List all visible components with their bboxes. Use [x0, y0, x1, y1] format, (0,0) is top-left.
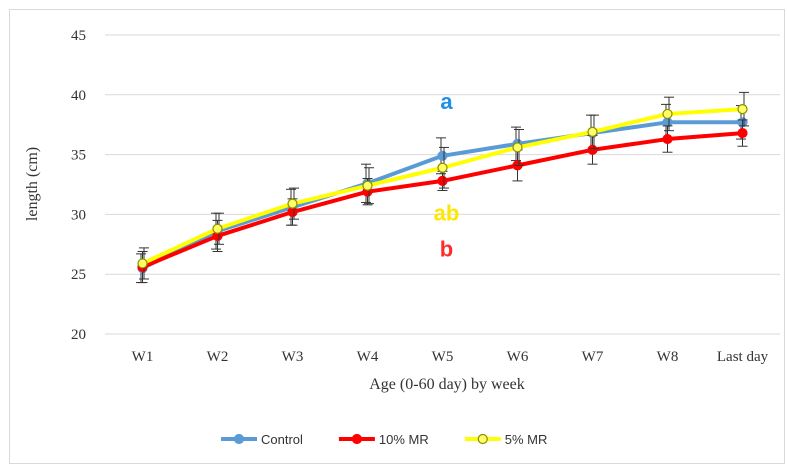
legend-item: Control — [221, 432, 303, 447]
significance-label: b — [440, 236, 453, 261]
legend-label: 5% MR — [505, 432, 548, 447]
legend-swatch-marker — [233, 433, 245, 445]
x-tick-label: Last day — [717, 349, 769, 365]
data-point — [287, 206, 298, 218]
x-tick-label: W5 — [432, 349, 454, 365]
data-point — [137, 258, 148, 269]
y-tick-label: 40 — [71, 88, 86, 104]
legend-label: Control — [261, 432, 303, 447]
x-tick-label: W8 — [657, 349, 679, 365]
significance-annotations: a ab b — [434, 89, 460, 261]
data-point — [362, 180, 373, 191]
data-point — [437, 150, 448, 161]
x-tick-label: W6 — [507, 349, 529, 365]
legend-item: 5% MR — [464, 432, 548, 447]
y-tick-labels: 20 25 30 35 40 45 — [71, 28, 86, 343]
x-axis-title: Age (0-60 day) by week — [369, 376, 525, 393]
gridlines — [105, 34, 780, 335]
series-layer — [136, 91, 749, 284]
legend-swatch-marker — [477, 433, 488, 445]
data-point — [662, 108, 673, 120]
series-5-mr — [137, 91, 749, 280]
legend-swatch-marker — [351, 433, 363, 445]
significance-label: ab — [434, 200, 460, 225]
legend-item: 10% MR — [338, 432, 429, 447]
y-tick-label: 25 — [71, 267, 86, 283]
chart-frame — [9, 9, 785, 464]
legend: Control 10% MR 5% MR — [221, 432, 547, 447]
x-tick-label: W2 — [207, 349, 229, 365]
data-point — [662, 133, 673, 145]
y-axis-title: length (cm) — [24, 147, 41, 221]
significance-label: a — [440, 89, 453, 114]
x-tick-labels: W1 W2 W3 W4 W5 W6 W7 W8 Last day — [132, 349, 769, 365]
data-point — [587, 144, 598, 155]
x-tick-label: W7 — [582, 349, 604, 365]
data-point — [737, 104, 748, 115]
data-point — [437, 175, 448, 187]
y-tick-label: 20 — [71, 327, 86, 343]
data-point — [587, 126, 598, 137]
legend-label: 10% MR — [379, 432, 429, 447]
data-point — [512, 142, 523, 153]
data-point — [737, 127, 748, 139]
x-tick-label: W3 — [282, 349, 304, 365]
x-tick-label: W4 — [357, 349, 379, 365]
data-point — [437, 162, 448, 173]
y-tick-label: 30 — [71, 207, 86, 223]
y-tick-label: 45 — [71, 28, 86, 44]
y-tick-label: 35 — [71, 148, 86, 164]
data-point — [212, 223, 223, 234]
x-tick-label: W1 — [132, 349, 154, 365]
data-point — [287, 198, 298, 209]
